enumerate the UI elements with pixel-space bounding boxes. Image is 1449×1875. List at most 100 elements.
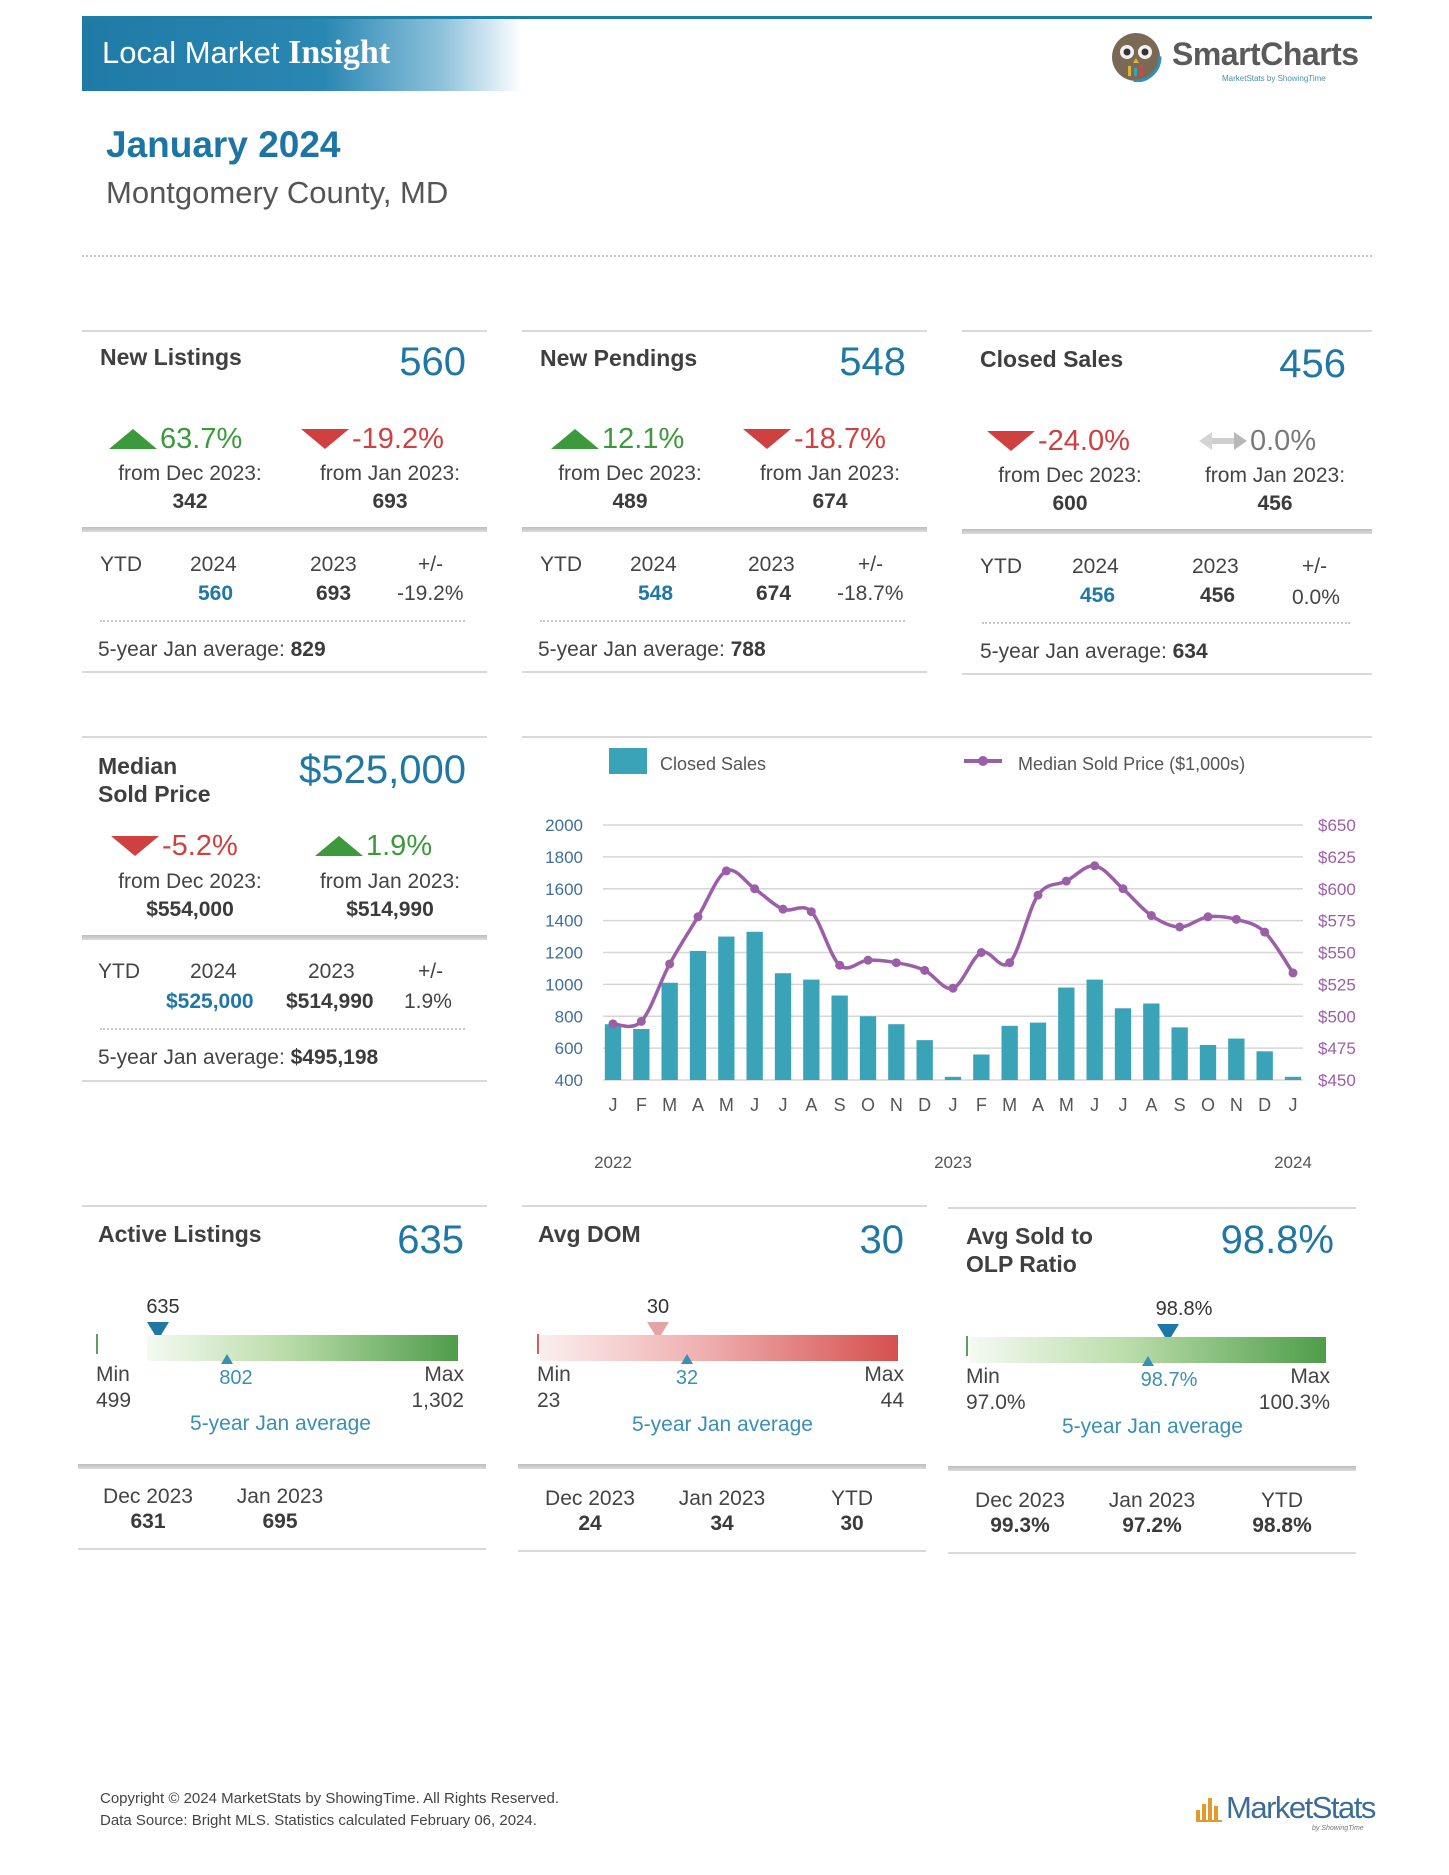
gauge-avg-caption: 5-year Jan average [190,1412,371,1435]
gauge-current-label: 635 [146,1296,180,1318]
card-dotted-rule [100,1028,465,1030]
year-label: 2023 [934,1153,972,1172]
from-value: 489 [612,490,648,513]
stat-dec-2023: Dec 2023 631 [88,1484,208,1534]
change-from-jan: 1.9% [314,830,432,863]
marketstats-logo-subtitle: by ShowingTime [1312,1825,1364,1832]
median-price-point [693,912,703,922]
stat-label: Jan 2023 [236,1485,324,1508]
avg-value: 788 [730,638,766,661]
median-price-point [665,959,675,969]
x-tick-label: M [719,1095,734,1115]
from-label: from Jan 2023: [1204,464,1346,487]
card-mid-rule [522,527,927,532]
legend-line-dot [978,756,988,766]
smartcharts-logo-text: SmartCharts [1172,36,1359,72]
x-tick-label: A [805,1095,817,1115]
ytd-pm-label: +/- [418,960,444,983]
closed-sales-bar [1199,1044,1217,1080]
from-jan-block: from Jan 2023: 456 [1180,462,1370,518]
card-value: 98.8% [1220,1218,1334,1262]
card-top-rule [82,330,487,332]
x-tick-label: A [1032,1095,1044,1115]
closed-sales-bar [633,1029,650,1080]
x-tick-label: M [662,1095,677,1115]
y-right-tick-label: $600 [1318,880,1356,899]
report-month: January 2024 [106,124,341,165]
closed-sales-bar [1256,1051,1273,1080]
avg-label: 5-year Jan average: [98,1046,285,1069]
year-label: 2022 [594,1153,632,1172]
ytd-value-2023: $514,990 [286,990,374,1013]
median-price-point [1231,914,1241,924]
stat-value: 97.2% [1122,1514,1182,1537]
stat-jan-2023: Jan 2023 695 [220,1484,340,1534]
gauge-max-value: 100.3% [1258,1391,1330,1414]
owl-logo-icon [1110,32,1162,82]
change-from-dec: 63.7% [108,423,242,456]
gauge-avg-value: 802 [219,1367,253,1389]
change-pct: 0.0% [1250,425,1317,457]
stat-label: YTD [1261,1489,1303,1512]
card-top-rule [82,736,487,738]
avg-label: 5-year Jan average: [980,640,1167,663]
median-price-point [1260,927,1270,937]
card-dotted-rule [982,622,1350,624]
from-dec-block: from Dec 2023: 489 [535,460,725,516]
avg-value: 634 [1172,640,1208,663]
ytd-label: YTD [98,960,140,983]
card-title: Active Listings [98,1221,262,1247]
stat-label: Jan 2023 [678,1487,766,1510]
card-value: 560 [399,340,466,384]
chart-top-rule [522,736,1372,738]
closed-sales-bar [1086,979,1103,1080]
y-right-tick-label: $475 [1318,1039,1356,1058]
ytd-year-2023: 2023 [308,960,355,983]
arrow-down-icon [301,429,349,449]
closed-sales-bar [859,1016,877,1080]
card-top-rule [948,1207,1356,1209]
ytd-value-pm: 1.9% [404,990,452,1013]
legend-bar-swatch [609,748,647,774]
x-tick-label: S [834,1095,846,1115]
arrow-up-icon [551,429,599,449]
x-tick-label: N [890,1095,903,1115]
ytd-year-2023: 2023 [310,553,357,576]
card-title-line2: Sold Price [98,781,211,807]
gauge-min-label: Min [537,1363,571,1386]
y-left-tick-label: 1800 [545,848,583,867]
closed-sales-bar [803,979,820,1080]
gauge-min-value: 97.0% [966,1391,1026,1414]
gauge-max-label: Max [864,1363,904,1386]
header-top-rule [82,16,1372,19]
from-dec-block: from Dec 2023: 600 [975,462,1165,518]
from-value: $514,990 [346,898,434,921]
ytd-pm-label: +/- [418,553,444,576]
gauge-max: Max 100.3% [1250,1364,1330,1416]
stat-value: 30 [840,1512,864,1535]
card-mid-rule [518,1464,926,1469]
card-bottom-rule [962,673,1372,675]
card-title: New Listings [100,344,242,370]
card-top-rule [522,1205,927,1207]
card-title: Avg DOM [538,1221,641,1247]
gauge-max-label: Max [424,1363,464,1386]
median-price-point [1118,884,1128,894]
from-label: from Jan 2023: [319,870,461,893]
card-bottom-rule [78,1548,486,1550]
change-pct: 63.7% [160,423,243,455]
from-jan-block: from Jan 2023: 693 [295,460,485,516]
from-label: from Jan 2023: [319,462,461,485]
median-price-point [1090,861,1100,871]
gauge-avg-caption: 5-year Jan average [1062,1415,1243,1438]
change-from-jan: -19.2% [300,423,444,456]
five-year-average: 5-year Jan average: $495,198 [98,1046,378,1070]
x-tick-label: O [1201,1095,1215,1115]
card-mid-rule [948,1466,1356,1471]
closed-sales-bar [1114,1008,1132,1080]
change-from-dec: -24.0% [986,425,1130,458]
avg-label: 5-year Jan average: [98,638,285,661]
x-tick-label: F [636,1095,647,1115]
x-tick-label: M [1059,1095,1074,1115]
from-label: from Dec 2023: [118,462,262,485]
